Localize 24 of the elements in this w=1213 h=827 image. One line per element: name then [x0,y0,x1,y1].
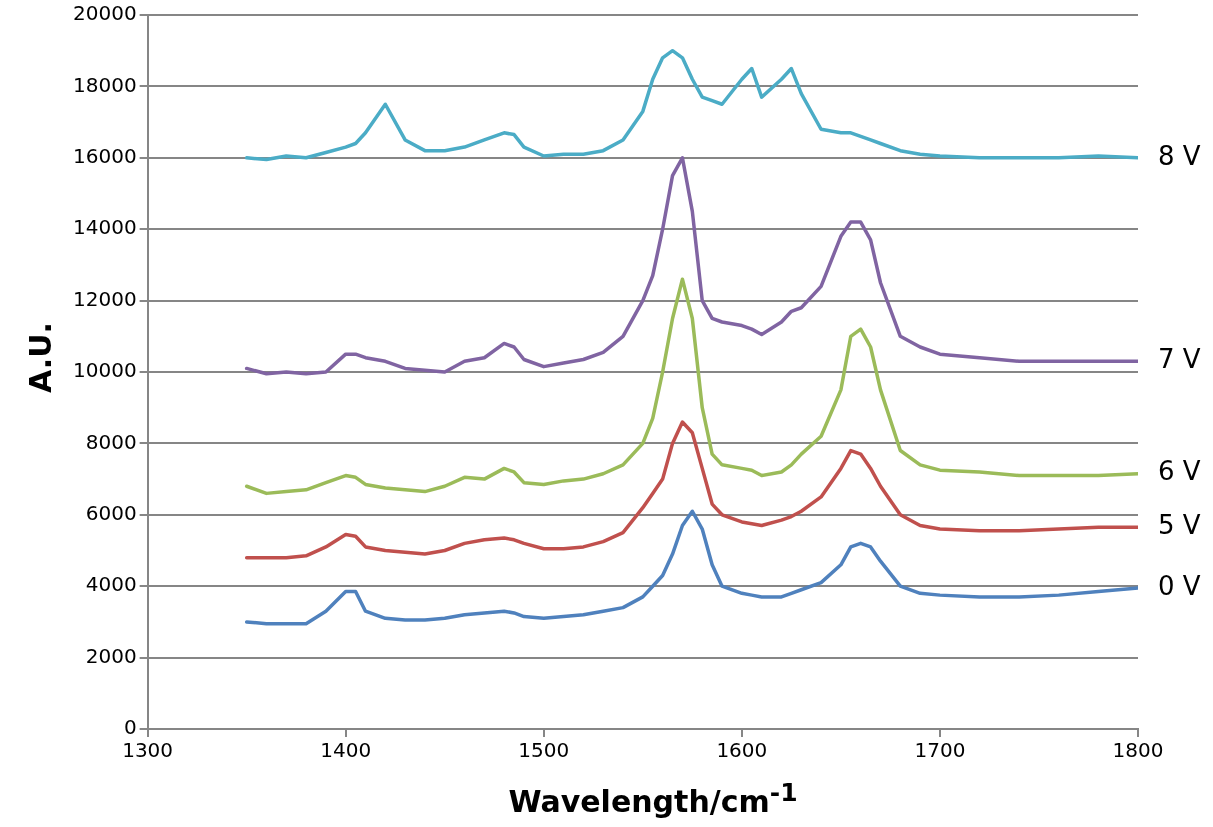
series-label: 8 V [1158,140,1201,171]
x-tick-label: 1400 [320,738,372,763]
y-tick-label: 18000 [73,72,137,97]
y-tick-label: 12000 [73,286,137,311]
x-tick-label: 1300 [122,738,174,763]
series-label: 7 V [1158,344,1201,375]
x-tick-label: 1800 [1112,738,1164,763]
y-tick-label: 0 [123,715,137,740]
x-tick-label: 1600 [716,738,768,763]
y-tick-label: 8000 [85,429,137,454]
y-tick-label: 14000 [73,215,137,240]
y-tick-label: 2000 [85,643,137,668]
y-tick-label: 4000 [85,572,137,597]
series-label: 0 V [1158,570,1201,601]
y-tick-label: 10000 [73,358,137,383]
y-tick-label: 16000 [73,144,137,168]
y-tick-label: 6000 [85,501,137,525]
x-tick-label: 1500 [518,738,570,763]
series-label: 6 V [1158,456,1201,487]
x-axis-title: Wavelength/cm$^{-1}$ [507,778,799,819]
y-axis-title: A.U. [22,321,58,395]
x-tick-label: 1700 [914,738,966,763]
y-tick-label: 20000 [73,1,137,26]
series-label: 5 V [1158,510,1201,541]
